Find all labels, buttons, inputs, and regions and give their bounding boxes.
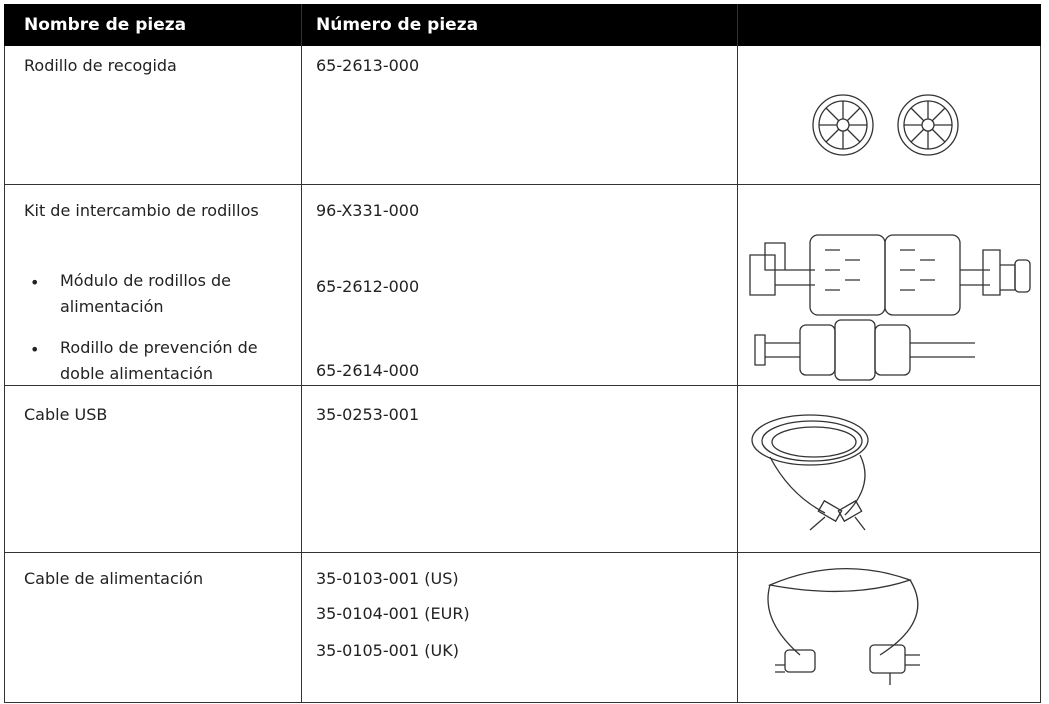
bullet: •	[30, 273, 40, 292]
part-item: Módulo de rodillos de alimentación	[60, 271, 232, 316]
border	[737, 4, 738, 702]
part-name: Rodillo de recogida	[24, 56, 177, 75]
part-number: 35-0105-001 (UK)	[316, 641, 459, 660]
border	[4, 184, 1041, 185]
part-number: 96-X331-000	[316, 201, 420, 220]
pickup-rollers-image	[812, 94, 959, 156]
part-number: 35-0253-001	[316, 405, 420, 424]
part-number: 65-2612-000	[316, 277, 420, 296]
part-item: Rodillo de prevención de doble alimentac…	[60, 338, 258, 383]
roller-kit-image	[749, 234, 1031, 381]
part-number: 35-0103-001 (US)	[316, 569, 459, 588]
border	[4, 385, 1041, 386]
border	[4, 702, 1041, 703]
header-row	[4, 4, 1041, 46]
bullet: •	[30, 340, 40, 359]
header-cell: Número de pieza	[316, 15, 479, 35]
part-name: Cable de alimentación	[24, 569, 204, 588]
usb-cable-image	[751, 414, 869, 531]
part-number: 65-2613-000	[316, 56, 420, 75]
border	[1040, 46, 1041, 702]
power-cord-image	[767, 567, 920, 685]
part-name: Cable USB	[24, 405, 108, 424]
part-number: 35-0104-001 (EUR)	[316, 604, 470, 623]
part-name: Kit de intercambio de rodillos	[24, 201, 259, 220]
border	[4, 552, 1041, 553]
part-number: 65-2614-000	[316, 361, 420, 380]
border	[4, 46, 5, 702]
border	[301, 4, 302, 702]
header-cell: Nombre de pieza	[24, 15, 187, 35]
